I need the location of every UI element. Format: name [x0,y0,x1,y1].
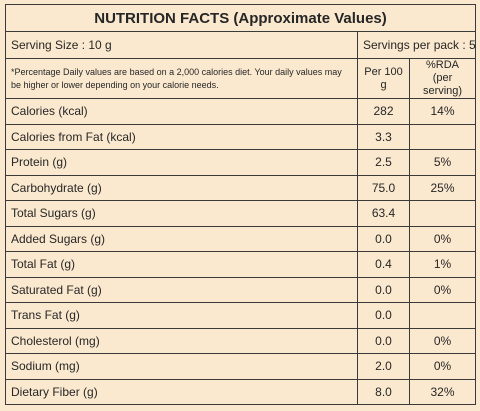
per-100g-value: 8.0 [357,378,410,405]
per-100g-value: 3.3 [357,123,410,150]
nutrient-label: Dietary Fiber (g) [5,378,358,405]
per-100g-value: 63.4 [357,200,410,227]
nutrient-label: Saturated Fat (g) [5,276,358,303]
nutrient-row: Trans Fat (g) 0.0 [5,302,477,329]
rda-header: %RDA (per serving) [408,58,477,99]
nutrient-label: Total Sugars (g) [5,200,358,227]
nutrient-row: Cholesterol (mg) 0.0 0% [5,327,477,354]
per-100g-value: 75.0 [357,174,410,201]
nutrition-table: NUTRITION FACTS (Approximate Values) Ser… [4,4,477,405]
per-100g-value: 0.0 [357,327,410,354]
per-100g-value: 2.0 [357,353,410,380]
rda-value [408,123,477,150]
servings-per-pack: Servings per pack : 50 [356,31,477,59]
rda-header-line: %RDA [426,59,460,72]
rda-value: 14% [408,98,477,125]
rda-value [408,200,477,227]
per-100g-value: 2.5 [357,149,410,176]
serving-size: Serving Size : 10 g [5,31,358,59]
rda-value: 0% [408,276,477,303]
nutrient-row: Total Sugars (g) 63.4 [5,200,477,227]
nutrient-row: Dietary Fiber (g) 8.0 32% [5,378,477,405]
nutrient-row: Sodium (mg) 2.0 0% [5,353,477,380]
rda-value: 0% [408,353,477,380]
nutrient-label: Trans Fat (g) [5,302,358,329]
nutrient-row: Saturated Fat (g) 0.0 0% [5,276,477,303]
per-100g-value: 282 [357,98,410,125]
per-100g-value: 0.0 [357,225,410,252]
table-title: NUTRITION FACTS (Approximate Values) [4,4,477,32]
nutrient-row: Calories from Fat (kcal) 3.3 [5,123,477,150]
nutrient-label: Protein (g) [5,149,358,176]
nutrient-label: Sodium (mg) [5,353,358,380]
nutrient-label: Calories from Fat (kcal) [5,123,358,150]
rda-value: 5% [408,149,477,176]
footnote: *Percentage Daily values are based on a … [5,58,358,99]
nutrient-label: Added Sugars (g) [5,225,358,252]
nutrient-row: Protein (g) 2.5 5% [5,149,477,176]
rda-value: 32% [408,378,477,405]
per-100g-header: Per 100 g [357,58,410,99]
nutrient-row: Added Sugars (g) 0.0 0% [5,225,477,252]
rda-header-line: (per serving) [422,72,463,97]
nutrient-row: Total Fat (g) 0.4 1% [5,251,477,278]
rda-value: 1% [408,251,477,278]
per-100g-value: 0.4 [357,251,410,278]
rda-value: 0% [408,225,477,252]
nutrient-label: Carbohydrate (g) [5,174,358,201]
nutrient-label: Total Fat (g) [5,251,358,278]
per-100g-value: 0.0 [357,276,410,303]
nutrient-row: Calories (kcal) 282 14% [5,98,477,125]
rda-value [408,302,477,329]
rda-value: 0% [408,327,477,354]
rda-value: 25% [408,174,477,201]
nutrient-label: Calories (kcal) [5,98,358,125]
per-100g-value: 0.0 [357,302,410,329]
nutrient-row: Carbohydrate (g) 75.0 25% [5,174,477,201]
nutrient-label: Cholesterol (mg) [5,327,358,354]
